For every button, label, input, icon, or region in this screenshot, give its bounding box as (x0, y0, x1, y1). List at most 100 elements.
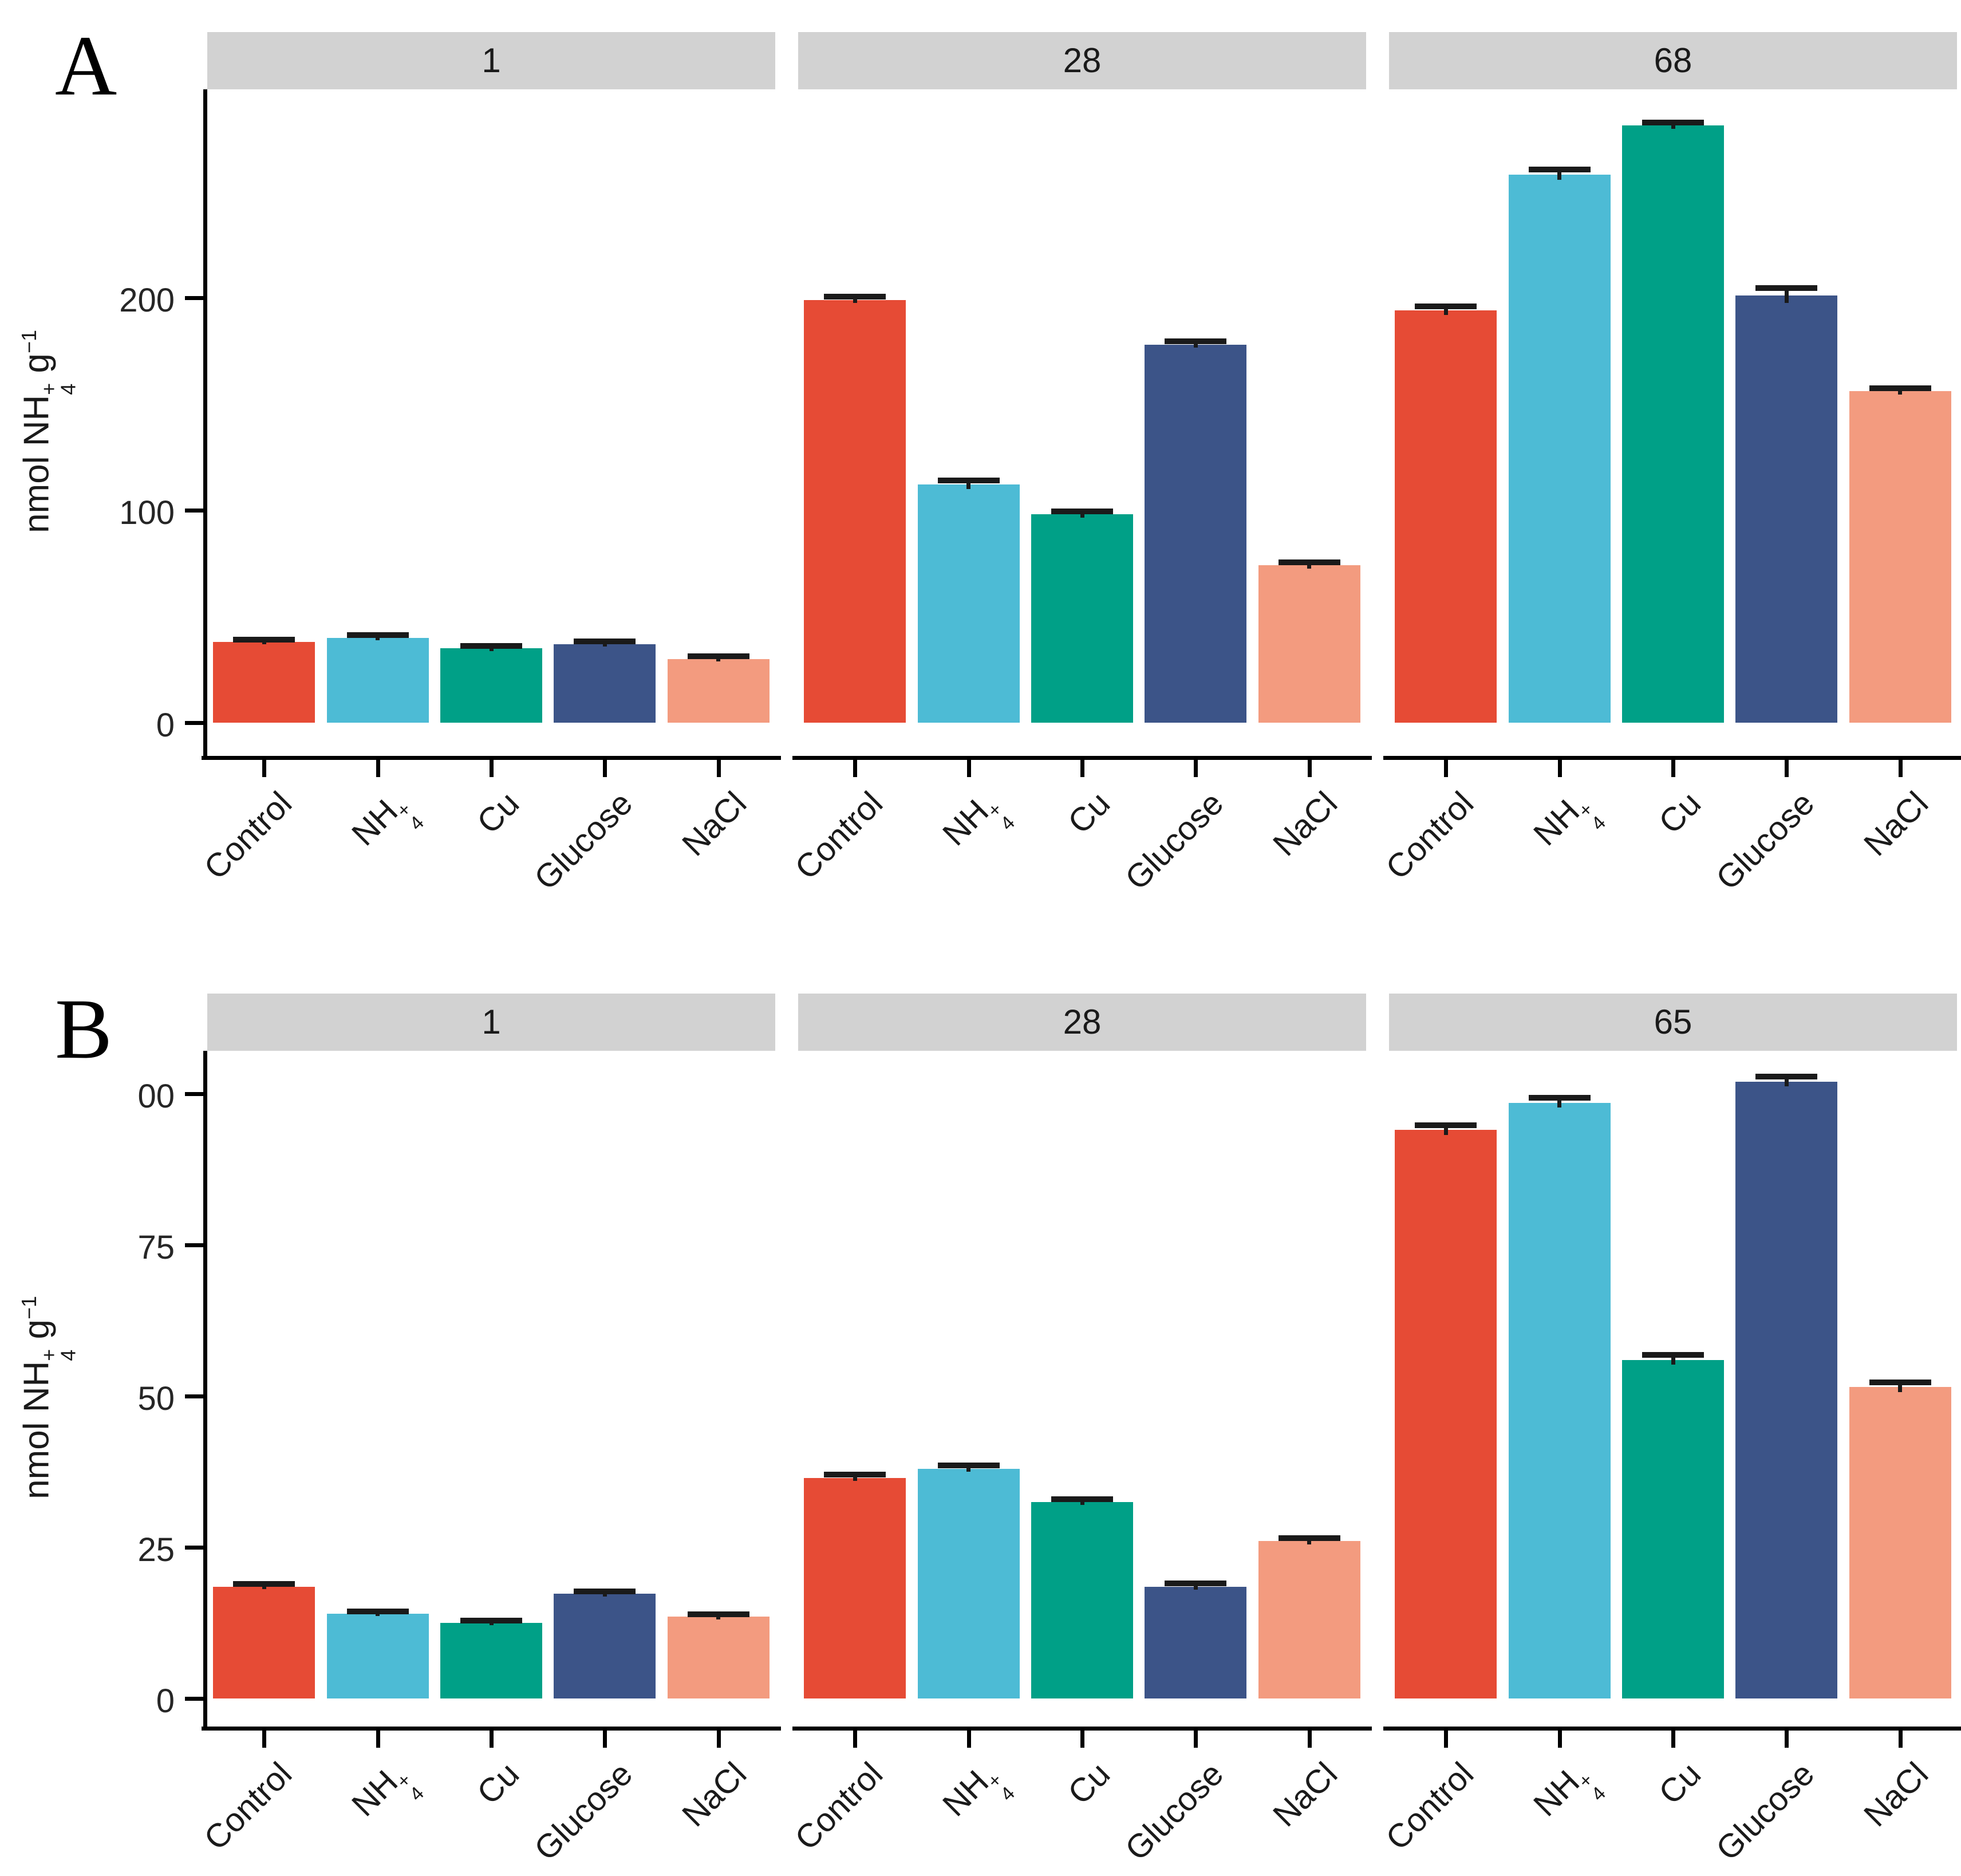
error-bar-stem (1898, 1379, 1903, 1392)
x-tick (603, 760, 607, 777)
x-tick (376, 1731, 380, 1748)
bar-control (213, 642, 315, 723)
error-bar-cap (1051, 508, 1113, 514)
error-bar-cap (1528, 1095, 1591, 1101)
bar-nacl (667, 659, 770, 723)
x-tick (716, 760, 721, 777)
error-bar-cap (1165, 338, 1227, 345)
error-bar-stem (1784, 285, 1789, 304)
panel-b-label: B (55, 982, 113, 1077)
bar-nacl (667, 1617, 770, 1698)
bar-cu (440, 648, 542, 723)
error-bar-cap (1415, 1122, 1477, 1128)
x-tick (1080, 1731, 1084, 1748)
bar-nh4 (326, 637, 429, 723)
y-tick (185, 1697, 203, 1701)
x-tick (1671, 760, 1675, 777)
error-bar-stem (1443, 1122, 1448, 1135)
facet-strip-label: 68 (1654, 41, 1692, 80)
facet-strip: 1 (207, 994, 775, 1051)
y-axis-line (203, 1051, 207, 1731)
y-tick-label: 25 (137, 1531, 175, 1568)
x-tick-label: Glucose (1709, 785, 1822, 897)
y-tick (185, 1546, 203, 1550)
error-bar-cap (574, 1589, 636, 1595)
x-tick-label: NaCl (1856, 785, 1935, 864)
error-bar-cap (233, 1581, 295, 1587)
y-tick (185, 296, 203, 300)
x-tick-label: Control (197, 1755, 299, 1858)
x-tick (1307, 760, 1312, 777)
x-axis-line (1383, 756, 1961, 760)
facet-strip-label: 65 (1654, 1003, 1692, 1041)
bar-cu (1622, 125, 1724, 723)
x-tick (1557, 760, 1562, 777)
x-axis-line (792, 756, 1372, 760)
facet-strip: 1 (207, 32, 775, 89)
facet-strip: 28 (798, 32, 1366, 89)
bar-glucose (1145, 344, 1247, 723)
x-tick (1194, 1731, 1198, 1748)
error-bar-stem (1671, 1352, 1675, 1365)
x-axis-line (1383, 1727, 1961, 1731)
x-tick (853, 760, 858, 777)
y-tick-label: 0 (156, 707, 175, 744)
bar-nh4 (1508, 1102, 1611, 1698)
bar-cu (1031, 514, 1133, 723)
error-bar-cap (687, 653, 749, 660)
error-bar-cap (1278, 1535, 1340, 1542)
error-bar-cap (1528, 166, 1591, 172)
y-tick-label: 75 (137, 1229, 175, 1266)
x-tick (1785, 760, 1789, 777)
y-tick-label: 100 (119, 494, 175, 531)
facet-strip-label: 28 (1063, 41, 1102, 80)
error-bar-stem (1557, 166, 1562, 180)
y-tick-label: 0 (156, 1682, 175, 1720)
y-tick (185, 721, 203, 725)
error-bar-cap (1642, 119, 1704, 125)
error-bar-cap (574, 639, 636, 645)
y-tick (185, 509, 203, 513)
error-bar-cap (460, 1617, 522, 1623)
x-axis-line (202, 1727, 781, 1731)
x-tick-label: Glucose (527, 785, 640, 897)
facet-strip-label: 1 (482, 41, 501, 80)
error-bar-cap (824, 1472, 886, 1478)
error-bar-cap (460, 643, 522, 649)
facet-strip: 28 (798, 994, 1366, 1051)
bar-control (1395, 1130, 1497, 1698)
x-tick (1080, 760, 1084, 777)
error-bar-cap (1755, 285, 1818, 291)
y-tick-label: 00 (137, 1078, 175, 1115)
y-axis-title: nmol NH +4 g−1 (17, 329, 80, 533)
bar-nh4 (326, 1614, 429, 1698)
error-bar-cap (1278, 559, 1340, 565)
x-axis-line (202, 756, 781, 760)
x-tick (262, 1731, 267, 1748)
x-tick (1898, 1731, 1903, 1748)
x-tick (1307, 1731, 1312, 1748)
y-axis-line (203, 89, 207, 760)
error-bar-cap (687, 1611, 749, 1618)
error-bar-cap (233, 636, 295, 643)
error-bar-cap (1165, 1581, 1227, 1587)
error-bar-cap (1869, 385, 1931, 391)
x-tick (966, 760, 971, 777)
x-tick (966, 1731, 971, 1748)
error-bar-cap (346, 1608, 409, 1614)
x-tick (1444, 1731, 1449, 1748)
bar-cu (1622, 1359, 1724, 1698)
bar-nh4 (917, 484, 1020, 723)
x-axis-line (792, 1727, 1372, 1731)
x-tick (376, 760, 380, 777)
bar-cu (440, 1623, 542, 1698)
facet-strip: 68 (1389, 32, 1957, 89)
y-tick-label: 50 (137, 1380, 175, 1417)
bar-glucose (1145, 1586, 1247, 1698)
facet-strip: 65 (1389, 994, 1957, 1051)
error-bar-cap (1869, 1379, 1931, 1385)
x-tick (1194, 760, 1198, 777)
error-bar-stem (1784, 1074, 1789, 1087)
x-tick (262, 760, 267, 777)
